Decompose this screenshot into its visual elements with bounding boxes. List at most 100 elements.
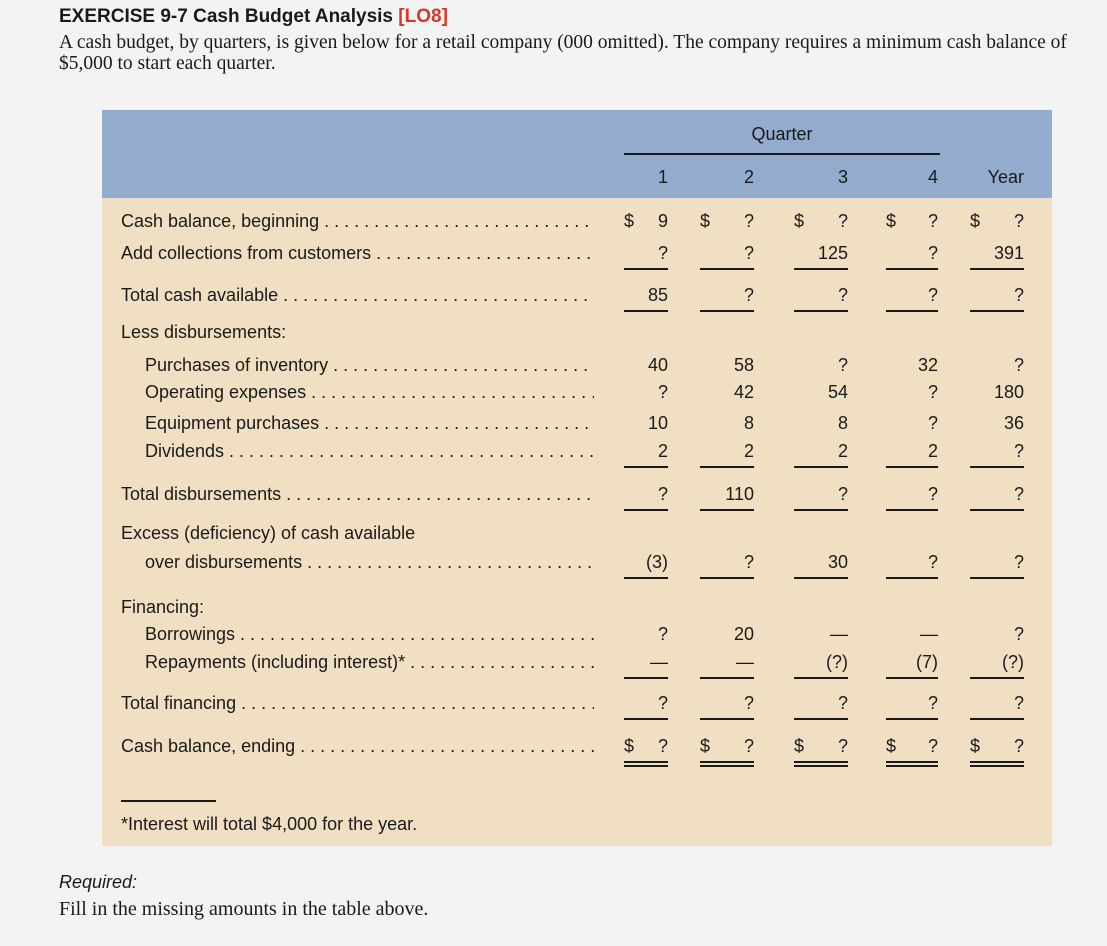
row-label-text: Less disbursements: xyxy=(121,322,287,342)
row-label: Total disbursements xyxy=(121,483,594,505)
cell-value: ? xyxy=(927,243,938,263)
cell-value: ? xyxy=(1013,693,1024,713)
row-label: Excess (deficiency) of cash available xyxy=(121,522,594,544)
cell-underline xyxy=(794,310,848,312)
table-cell: ? xyxy=(970,692,1024,714)
cell-value: ? xyxy=(837,355,848,375)
table-cell: ? xyxy=(886,483,938,505)
cell-value: ? xyxy=(927,211,938,231)
row-label: Dividends xyxy=(145,440,594,462)
table-cell: (7) xyxy=(886,651,938,673)
cell-value: 20 xyxy=(733,624,754,644)
cell-underline xyxy=(624,577,668,579)
table-cell: — xyxy=(700,651,754,673)
quarter-rule xyxy=(624,153,940,155)
table-cell: 42 xyxy=(700,381,754,403)
table-cell: $? xyxy=(700,210,754,232)
cell-underline xyxy=(886,718,938,720)
cell-underline xyxy=(970,310,1024,312)
cell-underline xyxy=(700,577,754,579)
table-cell: ? xyxy=(886,692,938,714)
cell-underline xyxy=(970,718,1024,720)
table-cell: — xyxy=(794,623,848,645)
column-header: 1 xyxy=(657,167,668,187)
cell-value: 8 xyxy=(837,413,848,433)
cell-value: 180 xyxy=(993,382,1024,402)
cell-underline xyxy=(794,466,848,468)
cell-underline xyxy=(624,268,668,270)
cell-value: ? xyxy=(743,693,754,713)
cell-value: 8 xyxy=(743,413,754,433)
row-label: Equipment purchases xyxy=(145,412,594,434)
table-cell: ? xyxy=(624,381,668,403)
row-label: Less disbursements: xyxy=(121,321,594,343)
row-label: Add collections from customers xyxy=(121,242,594,264)
dollar-sign: $ xyxy=(970,736,981,756)
cell-value: 85 xyxy=(647,285,668,305)
cell-underline xyxy=(794,677,848,679)
table-cell: $? xyxy=(886,210,938,232)
table-cell: $? xyxy=(624,735,668,757)
table-cell: $? xyxy=(886,735,938,757)
table-cell: ? xyxy=(624,623,668,645)
cell-value: ? xyxy=(1013,552,1024,572)
cell-value: ? xyxy=(927,285,938,305)
table-cell: ? xyxy=(970,440,1024,462)
cell-underline xyxy=(970,466,1024,468)
cell-value: 54 xyxy=(827,382,848,402)
cash-budget-table: Quarter 1 2 3 4 Year Cash balance, beginning $9… xyxy=(102,110,1052,846)
dollar-sign: $ xyxy=(624,211,635,231)
table-cell: ? xyxy=(886,381,938,403)
cell-value: ? xyxy=(657,736,668,756)
cell-underline xyxy=(624,718,668,720)
row-label: Financing: xyxy=(121,596,594,618)
cell-value: ? xyxy=(837,736,848,756)
table-cell: ? xyxy=(886,412,938,434)
table-cell: 125 xyxy=(794,242,848,264)
cell-underline xyxy=(886,268,938,270)
cell-underline xyxy=(700,718,754,720)
cell-value: ? xyxy=(743,211,754,231)
cell-value: ? xyxy=(837,285,848,305)
cell-underline xyxy=(886,761,938,763)
cell-value: 2 xyxy=(927,441,938,461)
row-label-text: Dividends xyxy=(145,441,225,461)
cell-value: ? xyxy=(927,736,938,756)
cell-value: ? xyxy=(657,624,668,644)
cell-value: (3) xyxy=(646,552,668,572)
cell-underline xyxy=(970,509,1024,511)
table-cell: ? xyxy=(970,551,1024,573)
table-cell: ? xyxy=(886,551,938,573)
cell-underline xyxy=(794,268,848,270)
cell-value: (?) xyxy=(826,652,848,672)
cell-underline xyxy=(624,765,668,767)
cell-value: — xyxy=(650,652,668,672)
cell-underline xyxy=(970,765,1024,767)
cell-value: ? xyxy=(837,484,848,504)
cell-value: ? xyxy=(1013,355,1024,375)
cell-value: ? xyxy=(927,413,938,433)
table-cell: 110 xyxy=(700,483,754,505)
footnote: *Interest will total $4,000 for the year… xyxy=(121,814,418,834)
cell-value: ? xyxy=(927,552,938,572)
cell-value: (7) xyxy=(916,652,938,672)
table-cell: 8 xyxy=(700,412,754,434)
cell-value: ? xyxy=(837,693,848,713)
table-cell: ? xyxy=(886,242,938,264)
cell-underline xyxy=(700,310,754,312)
table-cell: 2 xyxy=(700,440,754,462)
column-header: 2 xyxy=(743,167,754,187)
row-label-text: Equipment purchases xyxy=(145,413,320,433)
cell-underline xyxy=(624,466,668,468)
row-label-text: Cash balance, ending xyxy=(121,736,296,756)
table-cell: 391 xyxy=(970,242,1024,264)
cell-value: 391 xyxy=(993,243,1024,263)
row-label-text: Total financing xyxy=(121,693,237,713)
row-label: over disbursements xyxy=(145,551,594,573)
row-label-text: Borrowings xyxy=(145,624,236,644)
cell-value: 42 xyxy=(733,382,754,402)
table-cell: 20 xyxy=(700,623,754,645)
cell-underline xyxy=(700,268,754,270)
table-cell: $? xyxy=(794,735,848,757)
cell-value: ? xyxy=(837,211,848,231)
